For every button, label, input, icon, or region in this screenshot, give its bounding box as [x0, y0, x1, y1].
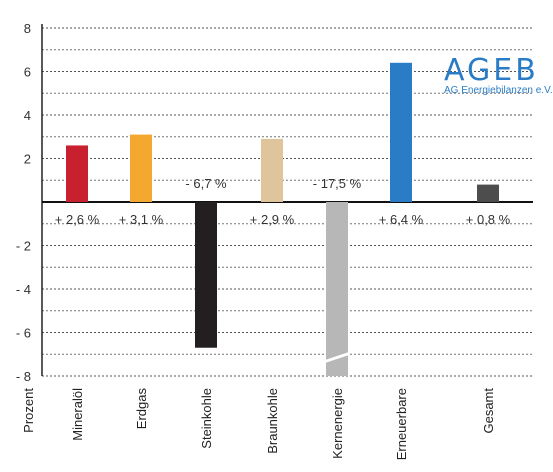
y-tick-label: 4 — [24, 108, 31, 123]
bar-braunkohle — [261, 138, 283, 202]
y-tick-label: 8 — [24, 21, 31, 36]
value-label: + 2,6 % — [55, 212, 100, 227]
category-label: Steinkohle — [199, 388, 214, 449]
y-tick-label: - 8 — [16, 369, 31, 384]
value-label: - 6,7 % — [185, 176, 227, 191]
y-tick-label: - 6 — [16, 326, 31, 341]
bar-erneuerbare — [390, 62, 412, 202]
axis-break-mark — [325, 352, 349, 363]
category-label: Erneuerbare — [394, 388, 409, 460]
bars — [66, 62, 499, 376]
bar-steinkohle — [195, 202, 217, 348]
category-label: Kernenergie — [330, 388, 345, 459]
bar-gesamt — [477, 184, 499, 202]
y-tick-label: 2 — [24, 152, 31, 167]
y-tick-labels: 8 6 4 2 - 2 - 4 - 6 - 8 — [16, 21, 31, 384]
ageb-logo: AGEB AG Energiebilanzen e.V. — [444, 53, 553, 96]
category-label: Gesamt — [481, 388, 496, 434]
value-label: + 0,8 % — [466, 212, 511, 227]
y-tick-label: - 2 — [16, 239, 31, 254]
logo-name: AGEB — [444, 53, 539, 88]
value-label: + 2,9 % — [250, 212, 295, 227]
category-label: Erdgas — [134, 388, 149, 430]
y-tick-label: - 4 — [16, 282, 31, 297]
category-label: Braunkohle — [265, 388, 280, 454]
category-labels: Mineralöl Erdgas Steinkohle Braunkohle Kerne… — [70, 388, 496, 461]
y-axis-label: Prozent — [21, 388, 36, 433]
logo-subtitle: AG Energiebilanzen e.V. — [444, 85, 553, 96]
grid-lines — [42, 27, 533, 377]
value-label: + 3,1 % — [119, 212, 164, 227]
bar-erdgas — [130, 134, 152, 202]
value-label: - 17,5 % — [313, 176, 362, 191]
category-label: Mineralöl — [70, 388, 85, 441]
value-labels: + 2,6 % + 3,1 % - 6,7 % + 2,9 % - 17,5 % + 6,… — [55, 176, 511, 227]
bar-kernenergie — [326, 202, 348, 376]
y-tick-label: 6 — [24, 65, 31, 80]
bar-mineralöl — [66, 145, 88, 202]
value-label: + 6,4 % — [379, 212, 424, 227]
